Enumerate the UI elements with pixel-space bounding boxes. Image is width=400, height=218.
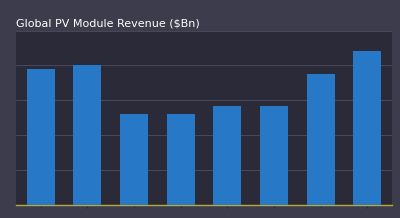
Bar <box>213 106 241 205</box>
Bar <box>353 51 381 205</box>
Bar <box>307 74 335 205</box>
Bar <box>260 106 288 205</box>
Text: Global PV Module Revenue ($Bn): Global PV Module Revenue ($Bn) <box>16 18 200 28</box>
Bar <box>120 114 148 205</box>
Bar <box>27 69 55 205</box>
Bar <box>167 114 195 205</box>
Bar <box>73 65 101 205</box>
